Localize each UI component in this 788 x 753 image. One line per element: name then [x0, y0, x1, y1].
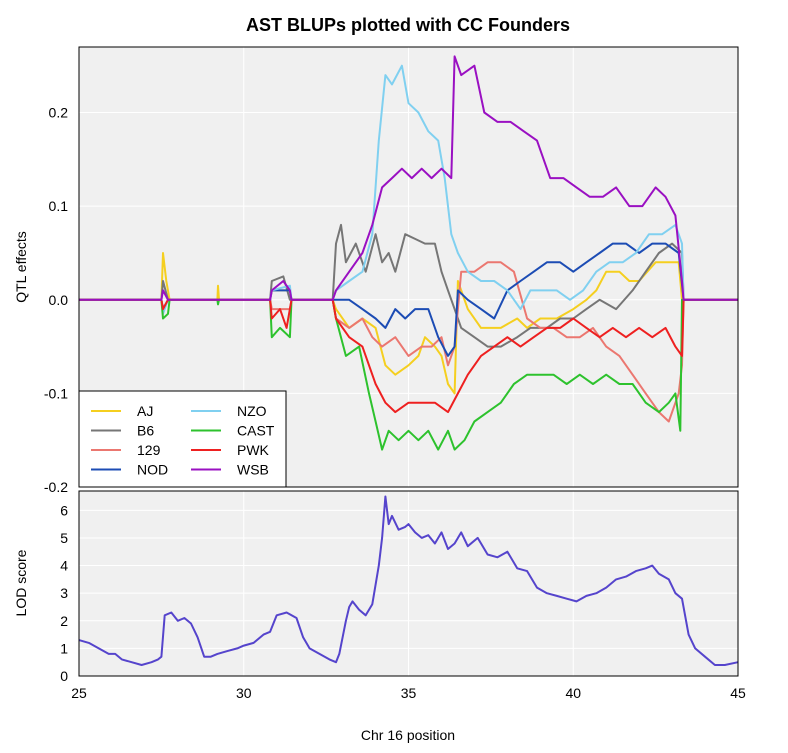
legend-label-pwk: PWK — [237, 442, 270, 458]
lod-y-tick-label: 4 — [60, 558, 68, 574]
series-line-pwk — [79, 298, 738, 414]
effects-y-tick-label: 0.2 — [49, 105, 69, 121]
legend-label-cast: CAST — [237, 423, 275, 439]
effects-y-tick-label: -0.1 — [44, 385, 68, 401]
x-tick-label: 25 — [71, 685, 87, 701]
legend-label-129: 129 — [137, 442, 161, 458]
lod-y-tick-label: 6 — [60, 502, 68, 518]
x-tick-label: 35 — [401, 685, 417, 701]
effects-y-tick-label: 0.0 — [49, 292, 69, 308]
effects-y-tick-label: 0.1 — [49, 198, 69, 214]
lod-y-tick-label: 1 — [60, 640, 68, 656]
chart-title: AST BLUPs plotted with CC Founders — [246, 15, 570, 35]
lod-y-axis-label: LOD score — [13, 549, 29, 616]
effects-panel-series — [79, 55, 738, 451]
x-tick-label: 30 — [236, 685, 252, 701]
effects-panel-y-ticks: 0.2 0.1 0.0 -0.1 -0.2 — [44, 105, 68, 495]
legend-label-wsb: WSB — [237, 462, 269, 478]
lod-panel-series — [78, 495, 739, 666]
x-axis-label: Chr 16 position — [361, 727, 455, 743]
lod-line — [78, 495, 739, 666]
legend-label-nzo: NZO — [237, 403, 267, 419]
effects-panel-frame — [78, 46, 739, 488]
effects-y-axis-label: QTL effects — [13, 231, 29, 303]
series-line-wsb — [79, 55, 738, 301]
lod-y-tick-label: 5 — [60, 530, 68, 546]
legend-label-nod: NOD — [137, 462, 168, 478]
lod-y-tick-label: 0 — [60, 668, 68, 684]
lod-panel-x-ticks: 25 30 35 40 45 — [71, 685, 746, 701]
x-tick-label: 45 — [730, 685, 746, 701]
legend-box — [78, 390, 287, 488]
lod-y-tick-label: 3 — [60, 585, 68, 601]
legend: AJ B6 129 NOD NZO CAST PWK WSB — [78, 390, 287, 488]
legend-label-b6: B6 — [137, 423, 154, 439]
lod-y-tick-label: 2 — [60, 613, 68, 629]
lod-panel-y-ticks: 0 1 2 3 4 5 6 — [60, 502, 68, 684]
legend-label-aj: AJ — [137, 403, 153, 419]
effects-y-tick-label: -0.2 — [44, 479, 68, 495]
legend-items: AJ B6 129 NOD NZO CAST PWK WSB — [91, 403, 275, 478]
lod-panel-frame — [78, 490, 739, 677]
x-tick-label: 40 — [565, 685, 581, 701]
